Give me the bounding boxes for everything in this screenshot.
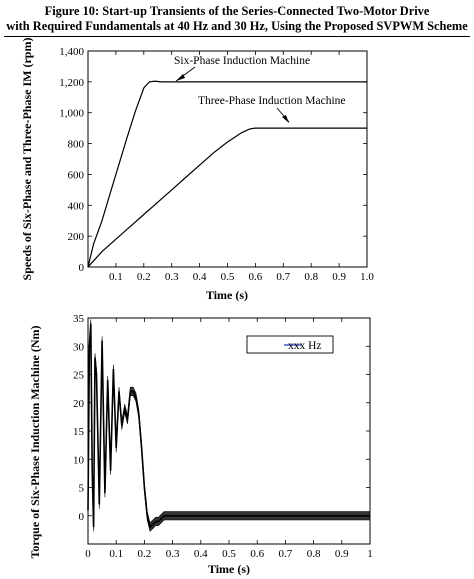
y-tick-label: 1,400	[59, 46, 84, 58]
x-tick-label: 0.2	[138, 548, 152, 560]
y-tick-label: 0	[79, 511, 85, 523]
x-tick-label: 0.4	[193, 271, 207, 283]
y-tick-label: 800	[68, 139, 85, 151]
y-tick-label: 200	[68, 231, 85, 243]
y-tick-label: 25	[73, 370, 85, 382]
x-tick-label: 0.1	[109, 271, 123, 283]
six-phase-annotation: Six-Phase Induction Machine	[174, 55, 310, 67]
series-line-0	[87, 80, 367, 268]
y-tick-label: 5	[79, 483, 85, 495]
x-tick-label: 0.7	[279, 548, 293, 560]
x-tick-label: 0.1	[109, 548, 123, 560]
x-tick-label: 0.3	[166, 548, 180, 560]
x-tick-label: 0.5	[222, 548, 236, 560]
torque-y-axis-label: Torque of Six-Phase Induction Machine (N…	[28, 325, 42, 558]
y-tick-label: 20	[73, 398, 85, 410]
three-phase-arrowhead	[282, 115, 289, 123]
figure-caption: Figure 10: Start-up Transients of the Se…	[0, 4, 474, 34]
x-tick-label: 0.2	[137, 271, 151, 283]
caption-line-1: Figure 10: Start-up Transients of the Se…	[44, 4, 430, 18]
torque-legend-label: xxx Hz	[288, 340, 322, 352]
x-tick-label: 0.5	[221, 271, 235, 283]
series-line-1	[87, 127, 367, 268]
x-tick-label: 0.9	[335, 548, 349, 560]
y-tick-label: 400	[68, 200, 85, 212]
x-tick-label: 0.4	[194, 548, 208, 560]
x-tick-label: 0.8	[307, 548, 321, 560]
series-line-0	[87, 323, 370, 529]
speed-y-axis-label: Speeds of Six-Phase and Three-Phase IM (…	[20, 38, 34, 281]
x-tick-label: 0.7	[276, 271, 290, 283]
caption-line-2: with Required Fundamentals at 40 Hz and …	[6, 19, 468, 33]
x-tick-label: 0	[85, 548, 91, 560]
x-tick-label: 1	[367, 548, 373, 560]
y-tick-label: 30	[73, 341, 85, 353]
y-tick-label: 10	[73, 454, 85, 466]
y-tick-label: 1,200	[59, 77, 84, 89]
speed-x-axis-label: Time (s)	[206, 288, 248, 302]
x-tick-label: 0.6	[250, 548, 264, 560]
y-tick-label: 35	[73, 313, 85, 325]
y-tick-label: 1,000	[59, 108, 84, 120]
y-tick-label: 15	[73, 426, 85, 438]
x-tick-label: 0.6	[249, 271, 263, 283]
six-phase-arrowhead	[176, 74, 185, 81]
three-phase-annotation: Three-Phase Induction Machine	[198, 95, 346, 107]
x-tick-label: 1.0	[360, 271, 374, 283]
y-tick-label: 600	[68, 169, 85, 181]
x-tick-label: 0.9	[332, 271, 346, 283]
y-tick-label: 0	[79, 262, 85, 274]
speed-chart: 0.1 0.2 0.3 0.4 0.5 0.6 0.7 0.8 0.9 1.0 0 200 400 60…	[20, 38, 374, 302]
x-tick-label: 0.3	[165, 271, 179, 283]
x-tick-label: 0.8	[304, 271, 318, 283]
torque-x-axis-label: Time (s)	[208, 562, 250, 576]
caption-top-rule	[4, 36, 470, 37]
